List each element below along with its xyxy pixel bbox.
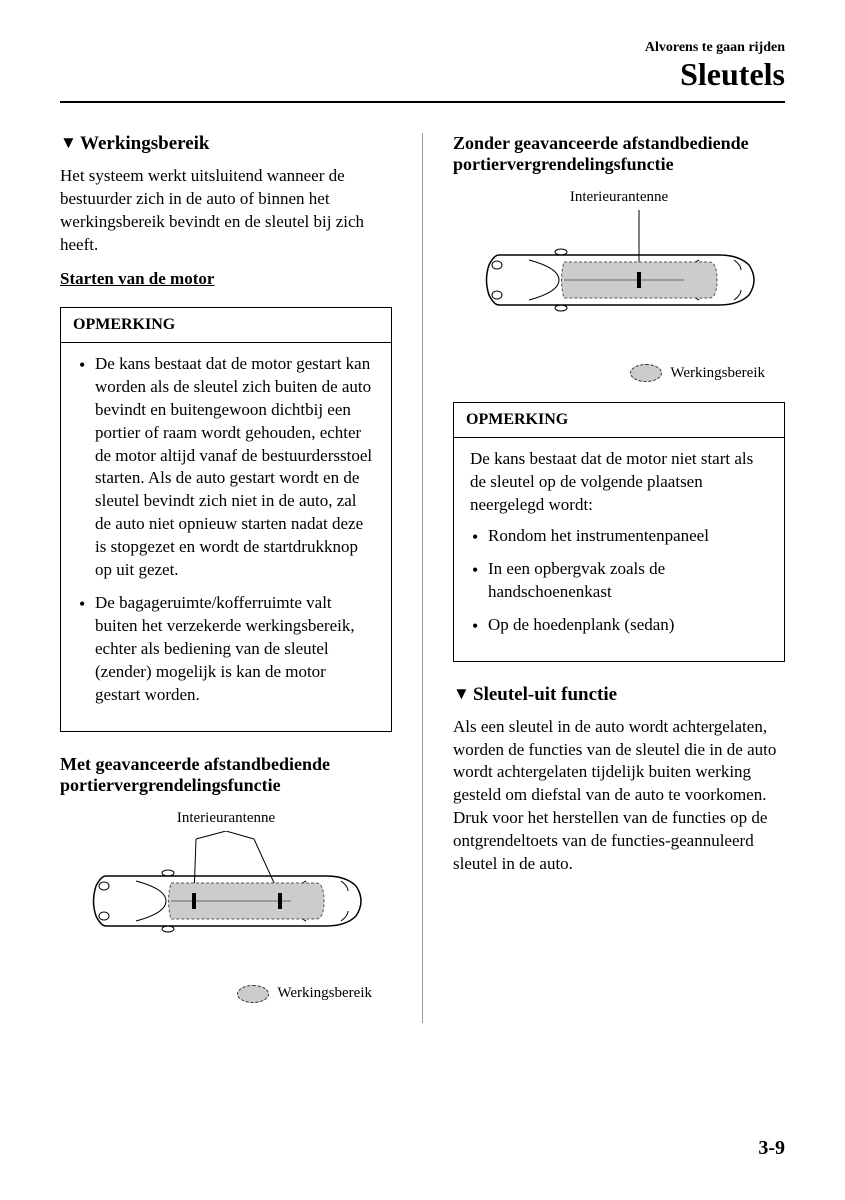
note-box-right: OPMERKING De kans bestaat dat de motor n… <box>453 402 785 662</box>
column-divider <box>422 133 423 1023</box>
car-top-view-icon <box>469 210 769 350</box>
legend-oval-icon <box>630 364 662 382</box>
intro-paragraph: Het systeem werkt uitsluitend wanneer de… <box>60 165 392 257</box>
legend: Werkingsbereik <box>453 364 785 382</box>
start-motor-heading: Starten van de motor <box>60 269 392 289</box>
car-top-view-icon <box>76 831 376 971</box>
left-column: Werkingsbereik Het systeem werkt uitslui… <box>60 133 392 1023</box>
right-column: Zonder geavanceerde afstandbediende port… <box>453 133 785 1023</box>
note-item: De kans bestaat dat de motor gestart kan… <box>77 353 375 582</box>
note-box-title: OPMERKING <box>61 308 391 343</box>
diagram-label: Interieurantenne <box>453 189 785 206</box>
car-diagram-one-antenna: Interieurantenne <box>453 189 785 382</box>
section-heading-werkingsbereik: Werkingsbereik <box>60 133 392 155</box>
note-box-content: De kans bestaat dat de motor gestart kan… <box>61 343 391 731</box>
note-box-content: De kans bestaat dat de motor niet start … <box>454 438 784 661</box>
note-item: De bagageruimte/kofferruimte valt buiten… <box>77 592 375 707</box>
legend-oval-icon <box>237 985 269 1003</box>
note-intro: De kans bestaat dat de motor niet start … <box>470 448 768 517</box>
car-diagram-two-antennas: Interieurantenne <box>60 810 392 1003</box>
note-item: Rondom het instrumentenpaneel <box>470 525 768 548</box>
legend: Werkingsbereik <box>60 985 392 1003</box>
section-heading-sleutel-uit: Sleutel-uit functie <box>453 684 785 706</box>
legend-text: Werkingsbereik <box>670 365 765 382</box>
sleutel-uit-paragraph: Als een sleutel in de auto wordt achterg… <box>453 716 785 877</box>
page-header: Alvorens te gaan rijden Sleutels <box>60 40 785 93</box>
header-title: Sleutels <box>60 56 785 93</box>
sub-heading-zonder: Zonder geavanceerde afstandbediende port… <box>453 133 785 175</box>
note-box-left: OPMERKING De kans bestaat dat de motor g… <box>60 307 392 732</box>
sub-heading-met: Met geavanceerde afstandbediende portier… <box>60 754 392 796</box>
page-number: 3-9 <box>758 1137 785 1160</box>
header-rule <box>60 101 785 103</box>
note-item: In een opbergvak zoals de handschoenenka… <box>470 558 768 604</box>
note-box-title: OPMERKING <box>454 403 784 438</box>
diagram-label: Interieurantenne <box>60 810 392 827</box>
header-pretitle: Alvorens te gaan rijden <box>60 40 785 56</box>
legend-text: Werkingsbereik <box>277 985 372 1002</box>
content-columns: Werkingsbereik Het systeem werkt uitslui… <box>60 133 785 1023</box>
note-item: Op de hoedenplank (sedan) <box>470 614 768 637</box>
